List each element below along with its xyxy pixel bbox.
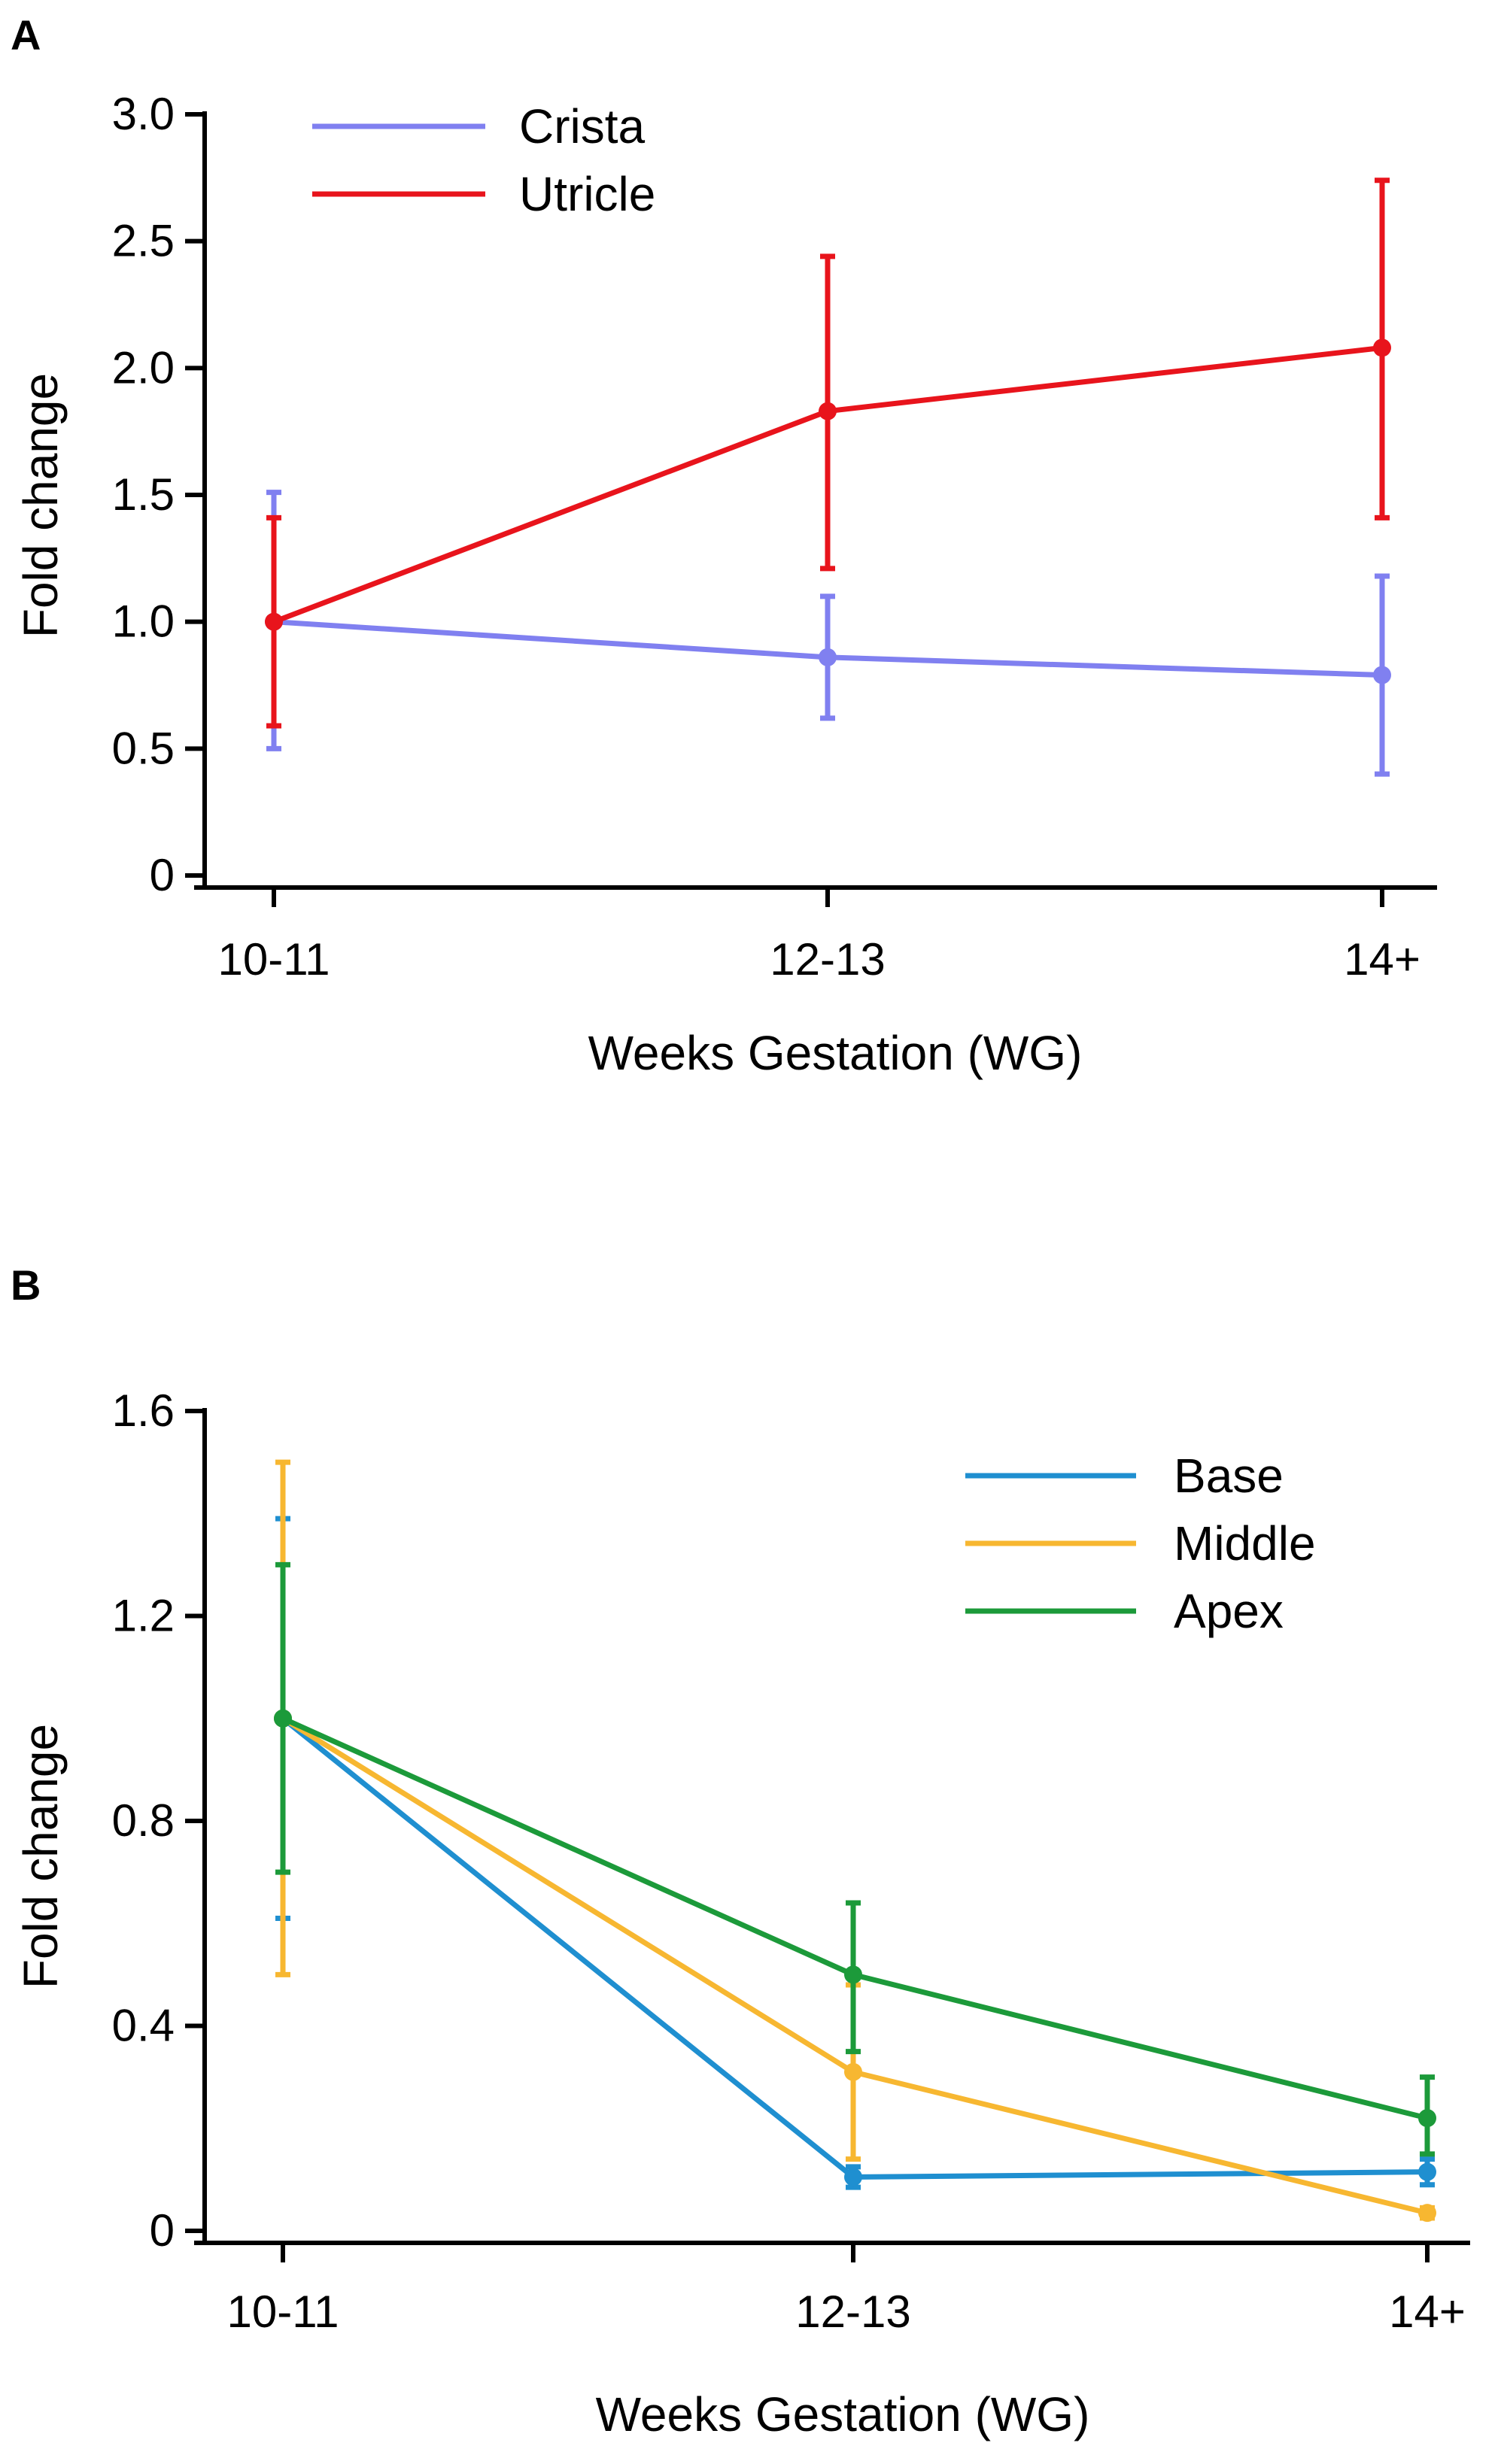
- x-tick-label: 10-11: [226, 2286, 339, 2337]
- y-tick-label: 2.5: [112, 216, 175, 266]
- y-tick-label: 0.8: [112, 1795, 175, 1846]
- y-axis-title: Fold change: [14, 1724, 68, 1989]
- x-tick-label: 12-13: [795, 2286, 910, 2337]
- legend-label-middle: Middle: [1174, 1516, 1316, 1570]
- legend-label-crista: Crista: [519, 99, 646, 153]
- x-tick-label: 14+: [1344, 934, 1420, 985]
- y-tick-label: 2.0: [112, 342, 175, 393]
- x-tick-label: 10-11: [217, 934, 330, 985]
- series-middle: [274, 1459, 1436, 2223]
- panel-b-chart: B 0 0.4 0.8 1.2 1.6 10-11 12-13 14+ Fold change We…: [11, 1261, 1470, 2441]
- y-tick-label: 1.6: [112, 1385, 175, 1436]
- panel-label-b: B: [11, 1261, 41, 1309]
- y-tick-label: 0.4: [112, 2001, 175, 2051]
- y-tick-label: 1.2: [112, 1591, 175, 1641]
- data-point-utricle: [819, 402, 837, 420]
- data-point-middle: [1418, 2204, 1436, 2223]
- data-point-apex: [844, 1965, 862, 1984]
- y-tick-label: 0: [150, 2205, 175, 2256]
- data-point-apex: [1418, 2109, 1436, 2128]
- data-point-middle: [844, 2062, 862, 2081]
- data-point-utricle: [1373, 338, 1391, 357]
- y-tick-label: 1.0: [112, 596, 175, 647]
- legend-a: Crista Utricle: [312, 99, 655, 221]
- x-tick-label: 12-13: [770, 934, 885, 985]
- y-tick-label: 0.5: [112, 723, 175, 773]
- x-tick-label: 14+: [1389, 2286, 1466, 2337]
- y-tick-label: 3.0: [112, 89, 175, 139]
- legend-label-utricle: Utricle: [519, 167, 655, 221]
- series-utricle: [265, 178, 1391, 729]
- data-point-base: [1418, 2162, 1436, 2181]
- data-point-base: [844, 2168, 862, 2186]
- x-axis-title: Weeks Gestation (WG): [588, 1026, 1083, 1080]
- panel-label-a: A: [11, 11, 41, 59]
- y-axis-title: Fold change: [14, 373, 68, 638]
- panel-a-chart: A 0 0.5 1.0 1.5 2.0 2.5 3.0 10-11 12-13 14+ Fold ch…: [11, 11, 1437, 1080]
- y-tick-label: 1.5: [112, 469, 175, 520]
- series-apex: [274, 1561, 1436, 2157]
- data-point-apex: [274, 1709, 292, 1728]
- y-tick-label: 0: [150, 850, 175, 900]
- data-point-utricle: [265, 612, 283, 631]
- data-point-crista: [819, 648, 837, 666]
- legend-label-base: Base: [1174, 1449, 1284, 1503]
- legend-label-apex: Apex: [1174, 1584, 1284, 1638]
- data-point-crista: [1373, 666, 1391, 684]
- x-axis-title: Weeks Gestation (WG): [596, 2387, 1090, 2441]
- legend-b: Base Middle Apex: [965, 1449, 1316, 1638]
